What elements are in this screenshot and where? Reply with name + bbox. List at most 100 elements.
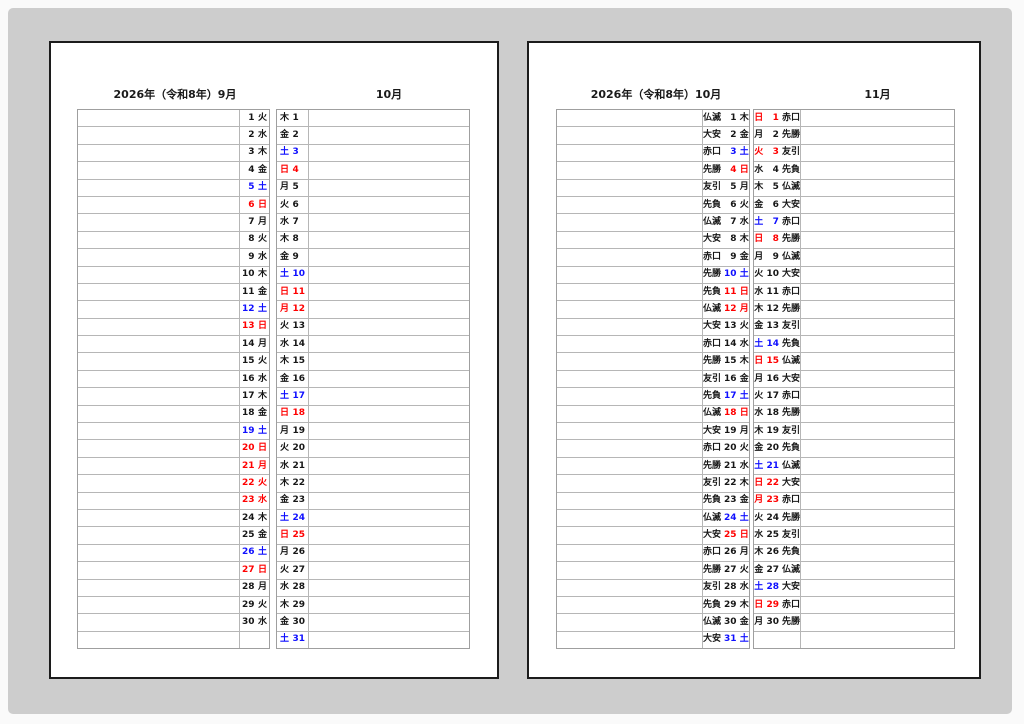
- day-number: 11: [724, 286, 737, 297]
- weekday-label: 水: [754, 164, 764, 175]
- weekday-label: 土: [279, 269, 289, 280]
- rokuyo-label: 赤口: [703, 547, 722, 558]
- note-cell: [557, 249, 702, 265]
- day-number: 14: [292, 338, 306, 349]
- note-cell: [78, 632, 239, 648]
- day-number: 14: [241, 338, 255, 349]
- note-cell: [78, 162, 239, 178]
- weekday-label: 土: [257, 303, 267, 314]
- day-number: 23: [766, 495, 779, 506]
- day-number: 4: [730, 164, 737, 175]
- rokuyo-label: 大安: [782, 582, 801, 593]
- november-date-cell: 月 30 先勝: [754, 614, 801, 631]
- weekday-label: 金: [257, 530, 267, 541]
- weekday-label: 水: [257, 495, 267, 506]
- rokuyo-label: 大安: [703, 530, 722, 541]
- day-number: 29: [292, 599, 306, 610]
- day-number: 1: [772, 112, 779, 123]
- note-cell: [557, 336, 702, 352]
- day-number: 21: [724, 460, 737, 471]
- calendar-row: 火 10 大安: [754, 266, 954, 284]
- weekday-label: 日: [754, 112, 764, 123]
- rokuyo-label: 先負: [703, 286, 722, 297]
- november-date-cell: 木 12 先勝: [754, 301, 801, 318]
- day-number: 29: [241, 599, 255, 610]
- calendar-row: 月 9 仏滅: [754, 249, 954, 267]
- calendar-row: 金 30: [277, 614, 469, 632]
- rokuyo-label: 友引: [703, 477, 722, 488]
- day-number: 19: [292, 425, 306, 436]
- october-date-cell: 大安 31 土: [702, 631, 749, 649]
- weekday-label: 土: [279, 390, 289, 401]
- october-date-cell: 先負 6 火: [702, 196, 749, 214]
- weekday-label: 木: [279, 234, 289, 245]
- calendar-row: 友引 5 月: [557, 179, 749, 197]
- october-date-cell: 木 15: [277, 353, 309, 370]
- weekday-label: 木: [739, 599, 749, 610]
- november-date-cell: 日 8 先勝: [754, 231, 801, 249]
- weekday-label: 火: [739, 564, 749, 575]
- note-cell: [309, 493, 469, 509]
- note-cell: [801, 597, 954, 613]
- note-cell: [557, 197, 702, 213]
- calendar-row: 金 23: [277, 492, 469, 510]
- note-cell: [309, 284, 469, 300]
- note-cell: [309, 301, 469, 317]
- rokuyo-label: 赤口: [782, 495, 801, 506]
- october-date-cell: 仏滅 24 土: [702, 509, 749, 527]
- weekday-label: 月: [754, 495, 764, 506]
- calendar-row: 赤口 14 水: [557, 336, 749, 354]
- weekday-label: 火: [754, 390, 764, 401]
- note-cell: [801, 406, 954, 422]
- day-number: 27: [241, 564, 255, 575]
- day-number: 3: [248, 147, 255, 158]
- calendar-row: 友引 16 金: [557, 370, 749, 389]
- rokuyo-label: 大安: [703, 130, 722, 141]
- note-cell: [309, 145, 469, 161]
- note-cell: [557, 458, 702, 474]
- left-page: 2026年（令和8年）9月 10月 1 火 2 水 3 木 4 金 5 土 6 日 7 月 8 火 9 水 10 木 1…: [49, 41, 499, 679]
- note-cell: [557, 440, 702, 456]
- calendar-row: 仏滅 7 水: [557, 214, 749, 232]
- calendar-row: 先勝 15 木: [557, 353, 749, 371]
- day-number: 24: [241, 512, 255, 523]
- day-number: 6: [772, 199, 779, 210]
- rokuyo-label: 仏滅: [782, 564, 801, 575]
- november-date-cell: 土 21 仏滅: [754, 457, 801, 475]
- calendar-row: 26 土: [78, 544, 269, 563]
- day-number: 30: [241, 617, 255, 628]
- rokuyo-label: 赤口: [782, 599, 801, 610]
- day-number: 9: [730, 251, 737, 262]
- rokuyo-label: 友引: [703, 582, 722, 593]
- calendar-row: 月 30 先勝: [754, 614, 954, 632]
- note-cell: [801, 493, 954, 509]
- october-date-cell: 木 22: [277, 475, 309, 492]
- weekday-label: 月: [739, 303, 749, 314]
- weekday-label: 火: [279, 199, 289, 210]
- day-number: 13: [292, 321, 306, 332]
- weekday-label: 土: [739, 147, 749, 158]
- calendar-row: 仏滅 30 金: [557, 614, 749, 632]
- calendar-row: 月 16 大安: [754, 370, 954, 389]
- calendar-row: 金 6 大安: [754, 196, 954, 215]
- note-cell: [557, 510, 702, 526]
- rokuyo-label: 先勝: [703, 460, 722, 471]
- calendar-row: 水 14: [277, 336, 469, 354]
- rokuyo-label: 先勝: [781, 130, 800, 141]
- calendar-row: 16 水: [78, 370, 269, 389]
- weekday-label: 火: [739, 321, 749, 332]
- october-date-cell: 金 30: [277, 614, 309, 631]
- calendar-row: 12 土: [78, 301, 269, 319]
- september-date-cell: 11 金: [239, 283, 269, 301]
- day-number: 7: [248, 217, 255, 228]
- november-date-cell: 水 11 赤口: [754, 283, 801, 301]
- weekday-label: 水: [257, 251, 267, 262]
- september-date-cell: 26 土: [239, 544, 269, 562]
- weekday-label: 土: [739, 390, 749, 401]
- note-cell: [557, 423, 702, 439]
